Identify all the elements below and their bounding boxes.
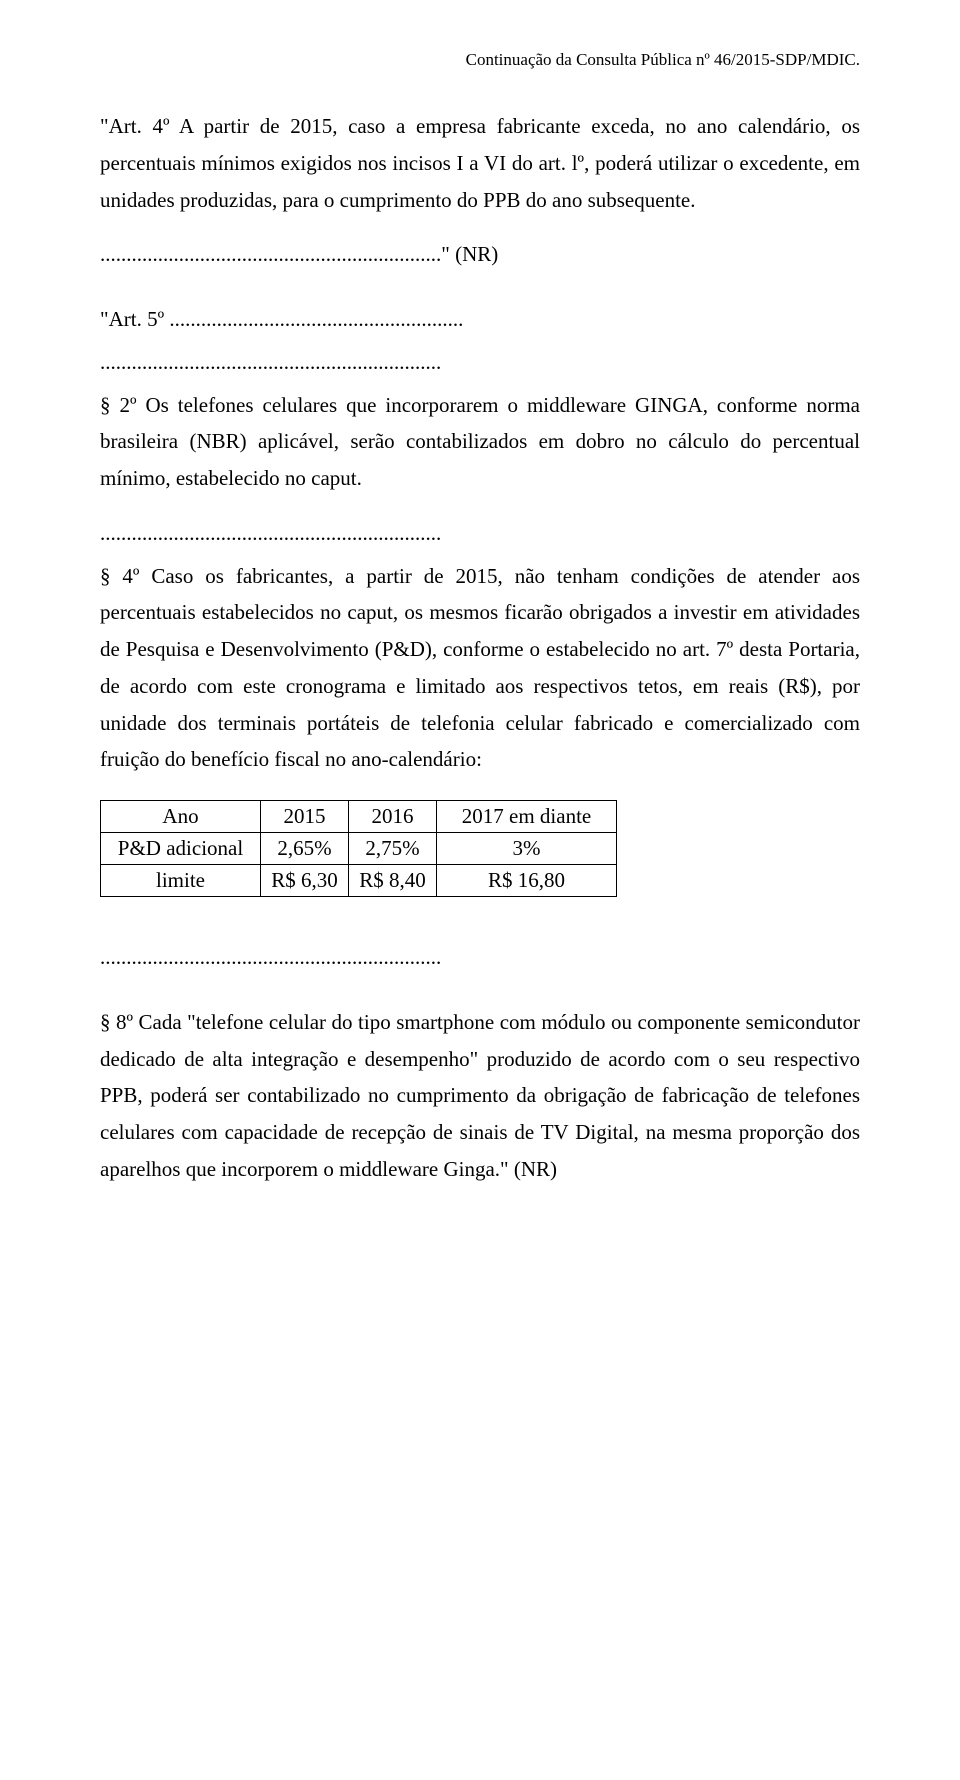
table-header-cell: 2017 em diante	[437, 801, 617, 833]
article-5-heading: "Art. 5º ...............................…	[100, 301, 860, 338]
table-cell: limite	[101, 865, 261, 897]
table-cell: 2,65%	[261, 833, 349, 865]
dotted-separator-2: ........................................…	[100, 515, 860, 552]
ped-table: Ano 2015 2016 2017 em diante P&D adicion…	[100, 800, 617, 897]
paragraph-4-fabricantes: § 4º Caso os fabricantes, a partir de 20…	[100, 558, 860, 779]
ped-table-container: Ano 2015 2016 2017 em diante P&D adicion…	[100, 800, 860, 897]
table-header-cell: 2015	[261, 801, 349, 833]
table-cell: R$ 8,40	[349, 865, 437, 897]
table-header-row: Ano 2015 2016 2017 em diante	[101, 801, 617, 833]
table-cell: 2,75%	[349, 833, 437, 865]
article-4-paragraph: "Art. 4º A partir de 2015, caso a empres…	[100, 108, 860, 218]
table-header-cell: 2016	[349, 801, 437, 833]
table-cell: R$ 16,80	[437, 865, 617, 897]
nr-closing-line-1: ........................................…	[100, 236, 860, 273]
table-row: P&D adicional 2,65% 2,75% 3%	[101, 833, 617, 865]
paragraph-2-ginga: § 2º Os telefones celulares que incorpor…	[100, 387, 860, 497]
table-cell: P&D adicional	[101, 833, 261, 865]
table-cell: R$ 6,30	[261, 865, 349, 897]
paragraph-8-smartphone: § 8º Cada "telefone celular do tipo smar…	[100, 1004, 860, 1188]
dotted-separator-1: ........................................…	[100, 344, 860, 381]
table-cell: 3%	[437, 833, 617, 865]
page-header-continuation: Continuação da Consulta Pública nº 46/20…	[100, 50, 860, 70]
table-header-cell: Ano	[101, 801, 261, 833]
dotted-separator-3: ........................................…	[100, 939, 860, 976]
table-row: limite R$ 6,30 R$ 8,40 R$ 16,80	[101, 865, 617, 897]
